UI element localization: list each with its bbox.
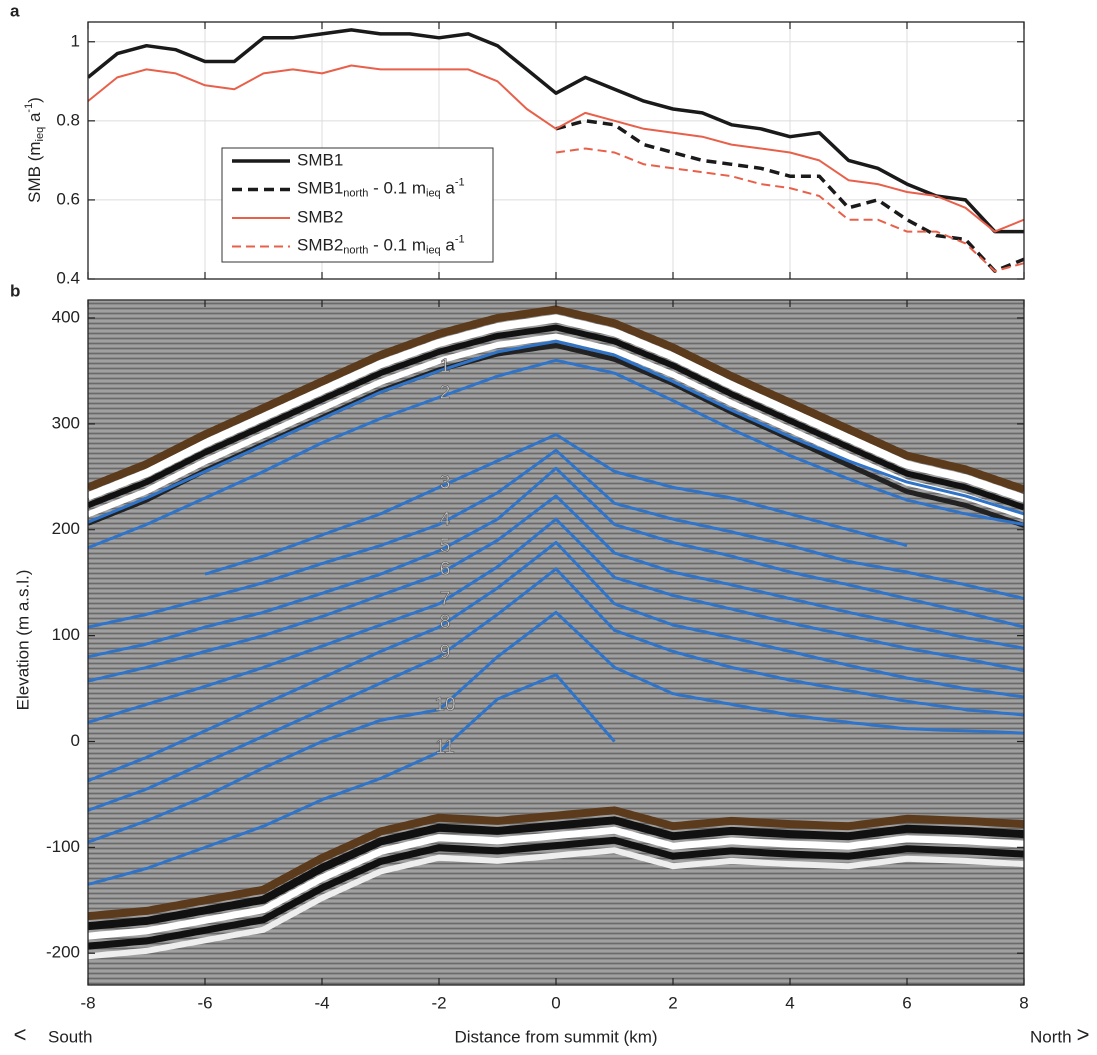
y-tick-label: 100 [52,625,80,644]
layer-line [88,358,1024,550]
layer-label: 6 [440,559,451,580]
legend-label-part: - 0.1 m [368,236,426,255]
legend-label-part: - 0.1 m [368,179,426,198]
layer-line [88,494,1024,683]
direction-label: South [48,1027,92,1046]
y-tick-label: -200 [46,943,80,962]
plot-frame [87,299,1025,986]
boundary-line [88,305,1024,494]
x-tick-label: 0 [551,993,560,1012]
reflection-band [88,314,1024,503]
y-tick-label: 1 [71,31,80,50]
layer-line [88,540,1024,783]
legend-label-sub: north [343,187,368,199]
layer-line [204,433,908,576]
layer-label: 1 [440,356,451,377]
legend-label-part: SMB1 [297,179,343,198]
x-tick-label: -8 [80,993,95,1012]
x-tick-label: -2 [431,993,446,1012]
layer-label: 7 [440,589,451,610]
y-axis-label: Elevation (m a.s.l.) [13,570,32,711]
x-tick-label: 8 [1019,993,1028,1012]
legend-box [221,147,494,263]
y-tick-label: 300 [52,413,80,432]
legend-label-part: a [441,236,456,255]
layer-label: 2 [440,382,451,403]
x-tick-label: 6 [902,993,911,1012]
y-axis-label-part: a [25,112,44,127]
direction-label: North [1030,1027,1072,1046]
layer-line [88,339,1024,524]
legend-label: SMB1 [297,150,343,169]
y-tick-label: 0 [71,731,80,750]
reflection-band [88,333,1024,520]
reflection-band [88,826,1024,940]
layer-label: 8 [440,612,451,633]
layer-line [88,673,616,886]
x-tick-label: -4 [314,993,329,1012]
layer-label: 3 [440,472,451,493]
layer-label: 5 [440,536,451,557]
y-tick-label: 400 [52,307,80,326]
smb-line [555,119,1024,273]
y-tick-label: 200 [52,519,80,538]
y-axis-label-sup: -1 [23,103,35,113]
panel-label: a [10,1,20,20]
x-tick-label: 2 [668,993,677,1012]
smb-line [88,64,1024,233]
layer-line [88,567,1024,812]
reflection-band [88,816,1024,931]
y-axis-label-part: SMB (m [25,141,44,202]
reflection-band [88,324,1024,511]
layer-label: 4 [440,509,451,530]
x-axis-label: Distance from summit (km) [454,1027,657,1046]
layer-label: 10 [434,695,455,716]
reflection-band [88,847,1024,960]
panel-label: b [10,281,20,300]
y-tick-label: 0.4 [56,268,80,287]
layer-line [88,517,1024,724]
legend-label-sup: -1 [455,176,465,188]
legend-label-part: a [441,179,456,198]
layer-line [88,466,1024,659]
legend-label: SMB2north - 0.1 mieq a-1 [297,233,465,256]
legend-label-part: SMB2 [297,236,343,255]
legend-label-sub: ieq [426,244,441,256]
legend-label: SMB2 [297,207,343,226]
legend-label-sub: north [343,244,368,256]
layer-label: 9 [440,642,451,663]
legend-label-sub: ieq [426,187,441,199]
y-axis-label-sub: ieq [34,127,46,142]
y-tick-label: 0.8 [56,110,80,129]
boundary-line [88,806,1024,921]
plot-lines [88,28,1024,273]
legend-label-sup: -1 [455,233,465,245]
x-tick-label: -6 [197,993,212,1012]
x-tick-label: 4 [785,993,794,1012]
legend-label: SMB1north - 0.1 mieq a-1 [297,176,465,199]
smb-line [88,28,1024,234]
plot-frame [87,21,1025,280]
reflection-band [88,836,1024,950]
smb-line [555,147,1024,273]
layers [88,305,1024,960]
y-tick-label: 0.6 [56,189,80,208]
y-axis-label: SMB (mieq a-1) [23,97,46,203]
y-axis-label-part: ) [25,97,44,103]
layer-line [88,448,1024,629]
direction-arrow: < [14,1022,27,1047]
direction-arrow: > [1077,1022,1090,1047]
layer-line [88,610,1024,844]
y-tick-label: -100 [46,837,80,856]
layer-label: 11 [435,737,455,758]
